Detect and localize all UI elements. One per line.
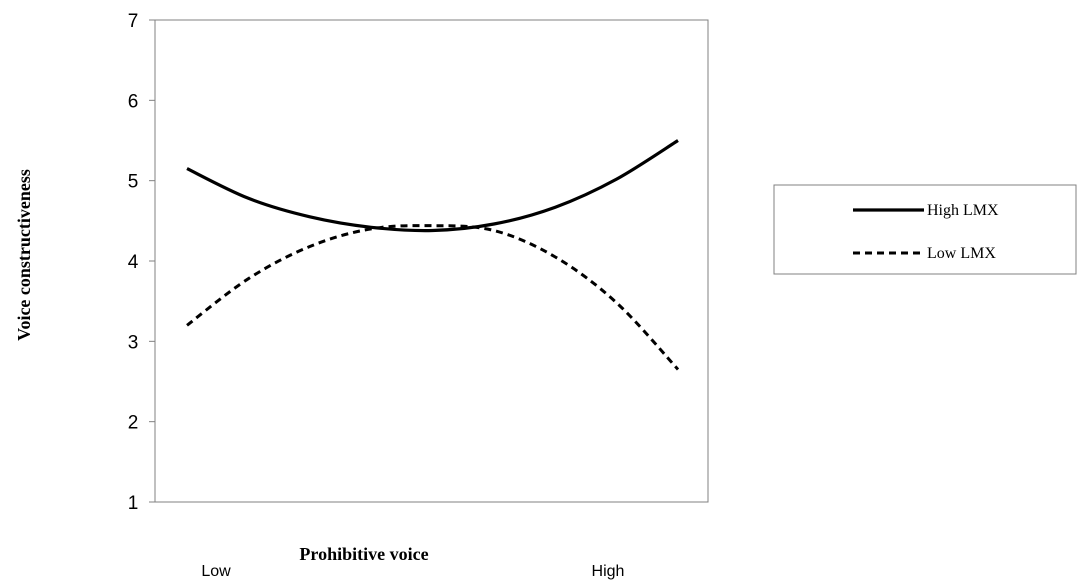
legend-label-low-lmx: Low LMX — [927, 245, 996, 262]
y-tick-label: 2 — [128, 413, 139, 434]
y-tick-label: 6 — [128, 91, 139, 112]
series-line-low-lmx — [186, 224, 680, 371]
legend-label-high-lmx: High LMX — [927, 202, 999, 219]
y-tick-label: 1 — [128, 493, 139, 514]
y-tick-label: 7 — [128, 11, 139, 32]
series-line-high-lmx — [186, 139, 679, 233]
x-category-label-high: High — [592, 563, 625, 580]
legend: High LMX Low LMX — [773, 184, 1077, 275]
y-tick-label: 4 — [128, 252, 139, 273]
y-tick-label: 3 — [128, 332, 139, 353]
y-axis-title: Voice constructiveness — [14, 169, 34, 341]
y-ticks: 1 2 3 4 5 6 7 — [128, 11, 155, 514]
x-category-label-low: Low — [201, 563, 231, 580]
x-axis-title: Prohibitive voice — [299, 544, 428, 564]
legend-box — [773, 184, 1077, 275]
series-layer — [186, 139, 680, 371]
y-tick-label: 5 — [128, 172, 139, 193]
plot-area — [154, 19, 709, 503]
